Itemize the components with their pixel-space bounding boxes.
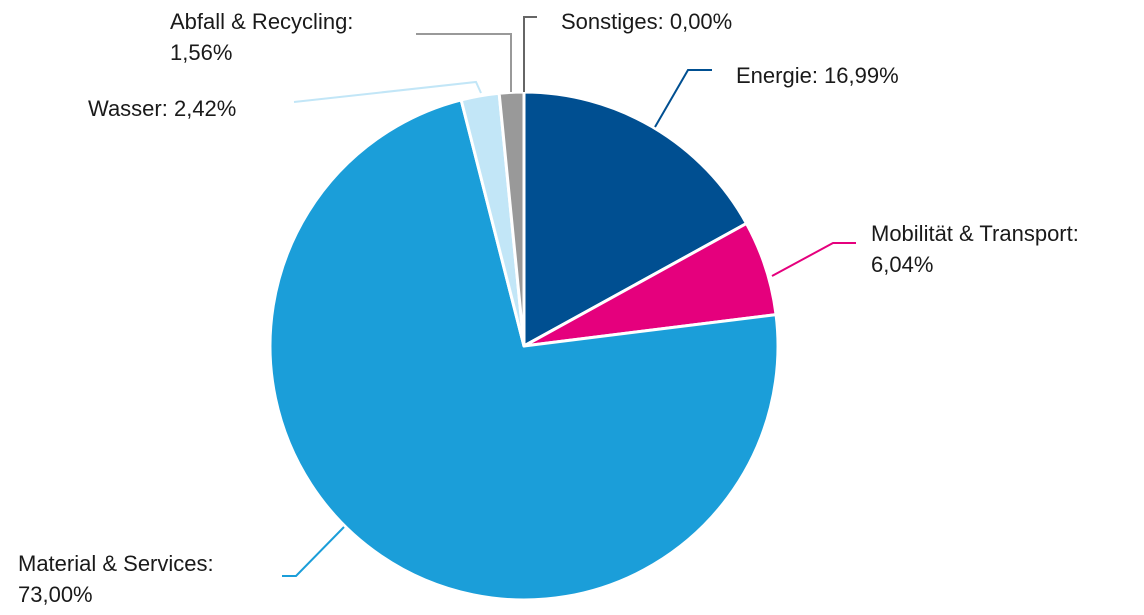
label-sonstiges-text: Sonstiges: 0,00%	[561, 9, 733, 34]
leader-line-0	[654, 69, 712, 128]
leader-line-2	[282, 526, 345, 577]
pie-slice-2	[268, 98, 780, 602]
label-wasser-text: Wasser: 2,42%	[88, 96, 237, 121]
label-abfall-line1: Abfall & Recycling:	[170, 9, 354, 34]
label-material-line1: Material & Services:	[18, 551, 214, 576]
label-mobilitaet: Mobilität & Transport: 6,04%	[871, 218, 1079, 280]
label-abfall: Abfall & Recycling: 1,56%	[170, 6, 353, 68]
label-mobilitaet-line1: Mobilität & Transport:	[871, 221, 1079, 246]
label-abfall-line2: 1,56%	[170, 40, 233, 65]
label-sonstiges: Sonstiges: 0,00%	[561, 6, 732, 37]
label-material: Material & Services: 73,00%	[18, 548, 214, 610]
leader-line-5	[523, 16, 537, 92]
label-material-line2: 73,00%	[18, 582, 93, 607]
label-mobilitaet-line2: 6,04%	[871, 252, 934, 277]
label-energie: Energie: 16,99%	[736, 60, 899, 91]
leader-line-3	[293, 80, 482, 103]
leader-line-1	[771, 242, 856, 277]
leader-line-4	[416, 33, 512, 92]
label-wasser: Wasser: 2,42%	[88, 93, 236, 124]
label-energie-text: Energie: 16,99%	[736, 63, 899, 88]
pie-slice-0	[522, 90, 748, 348]
